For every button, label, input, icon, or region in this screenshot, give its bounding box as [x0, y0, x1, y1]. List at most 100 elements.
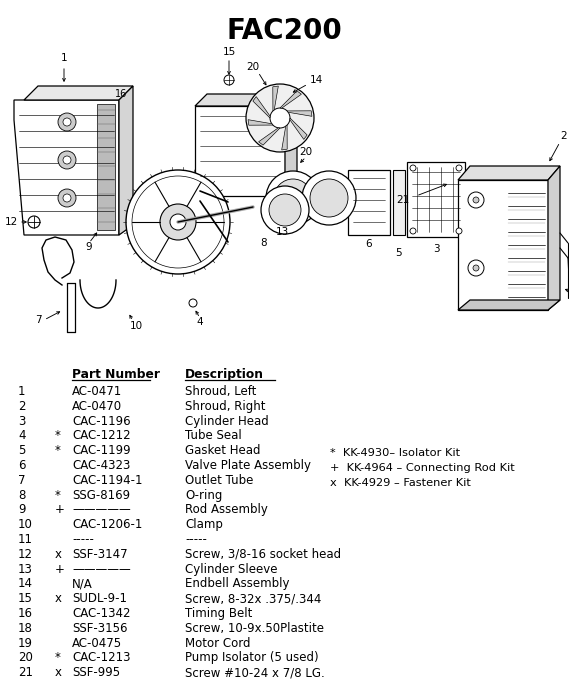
Circle shape [269, 194, 301, 226]
Circle shape [28, 216, 40, 228]
Text: 7: 7 [35, 315, 42, 325]
Polygon shape [24, 86, 133, 100]
Polygon shape [273, 86, 278, 111]
Text: *: * [55, 489, 61, 502]
Text: 21: 21 [18, 666, 33, 679]
Polygon shape [290, 118, 307, 139]
Text: 13: 13 [275, 227, 288, 237]
Text: Cylinder Sleeve: Cylinder Sleeve [185, 563, 278, 575]
Circle shape [58, 113, 76, 131]
Text: 7: 7 [18, 474, 26, 486]
Polygon shape [14, 100, 119, 235]
Bar [393, 170, 405, 235]
Text: 15: 15 [18, 592, 33, 605]
Text: 20: 20 [246, 62, 259, 72]
Text: AC-0475: AC-0475 [72, 636, 122, 650]
Circle shape [456, 165, 462, 171]
Text: 10: 10 [18, 518, 33, 531]
Text: x  KK-4929 – Fastener Kit: x KK-4929 – Fastener Kit [330, 478, 471, 488]
Text: 20: 20 [299, 147, 312, 157]
Text: 9: 9 [86, 242, 92, 252]
Text: 2: 2 [18, 400, 26, 413]
Circle shape [302, 171, 356, 225]
Text: *: * [55, 430, 61, 442]
Circle shape [132, 176, 224, 268]
Polygon shape [119, 86, 133, 235]
Polygon shape [287, 111, 312, 117]
Polygon shape [97, 104, 115, 230]
Text: +: + [55, 563, 65, 575]
Circle shape [160, 204, 196, 240]
Circle shape [63, 118, 71, 126]
Text: SSG-8169: SSG-8169 [72, 489, 130, 502]
Text: 11: 11 [18, 533, 33, 546]
Text: 4: 4 [197, 317, 203, 327]
Circle shape [456, 228, 462, 234]
Text: Screw, 8-32x .375/.344: Screw, 8-32x .375/.344 [185, 592, 321, 605]
Text: +: + [55, 503, 65, 516]
Text: 5: 5 [395, 248, 402, 258]
Text: 4: 4 [18, 430, 26, 442]
Text: 2: 2 [560, 131, 567, 141]
Text: 14: 14 [18, 577, 33, 591]
Text: Screw, 10-9x.50Plastite: Screw, 10-9x.50Plastite [185, 622, 324, 635]
Text: Part Number: Part Number [72, 368, 160, 381]
Text: *  KK-4930– Isolator Kit: * KK-4930– Isolator Kit [330, 448, 460, 458]
Bar [407, 162, 465, 237]
Text: Cylinder Head: Cylinder Head [185, 414, 269, 428]
Text: SUDL-9-1: SUDL-9-1 [72, 592, 127, 605]
Text: *: * [55, 652, 61, 664]
Text: x: x [55, 592, 62, 605]
Polygon shape [458, 166, 560, 180]
Text: 3: 3 [18, 414, 26, 428]
Text: Endbell Assembly: Endbell Assembly [185, 577, 290, 591]
Polygon shape [548, 166, 560, 310]
Polygon shape [458, 300, 560, 310]
Text: 18: 18 [18, 622, 33, 635]
Text: 3: 3 [432, 244, 439, 254]
Text: 5: 5 [18, 444, 26, 457]
Circle shape [126, 170, 230, 274]
Text: CAC-1212: CAC-1212 [72, 430, 131, 442]
Text: 12: 12 [18, 548, 33, 561]
Text: x: x [55, 666, 62, 679]
Circle shape [473, 197, 479, 203]
Polygon shape [285, 94, 297, 196]
Text: 6: 6 [18, 459, 26, 472]
Circle shape [266, 171, 320, 225]
Text: AC-0470: AC-0470 [72, 400, 122, 413]
Text: FAC200: FAC200 [226, 17, 343, 45]
Text: 16: 16 [115, 89, 127, 99]
Text: CAC-1196: CAC-1196 [72, 414, 131, 428]
Text: 21: 21 [397, 195, 410, 205]
Text: x: x [55, 548, 62, 561]
Text: CAC-1213: CAC-1213 [72, 652, 130, 664]
Text: 20: 20 [18, 652, 33, 664]
Circle shape [224, 75, 234, 85]
Circle shape [270, 108, 290, 128]
Text: N/A: N/A [72, 577, 93, 591]
Text: 8: 8 [261, 238, 267, 248]
Polygon shape [253, 96, 270, 118]
Text: Tube Seal: Tube Seal [185, 430, 242, 442]
Text: 13: 13 [18, 563, 33, 575]
Circle shape [58, 151, 76, 169]
Circle shape [170, 214, 186, 230]
Text: 16: 16 [18, 607, 33, 620]
Text: 12: 12 [5, 217, 18, 227]
Polygon shape [248, 119, 273, 125]
Text: 14: 14 [310, 75, 323, 85]
Text: Shroud, Right: Shroud, Right [185, 400, 266, 413]
Text: SSF-3156: SSF-3156 [72, 622, 127, 635]
Circle shape [274, 179, 312, 217]
Text: CAC-4323: CAC-4323 [72, 459, 130, 472]
Text: Shroud, Left: Shroud, Left [185, 385, 257, 398]
Text: CAC-1194-1: CAC-1194-1 [72, 474, 142, 486]
Text: 6: 6 [366, 239, 372, 249]
Polygon shape [195, 106, 285, 196]
Text: SSF-3147: SSF-3147 [72, 548, 127, 561]
Text: Description: Description [185, 368, 264, 381]
Text: Screw #10-24 x 7/8 LG.: Screw #10-24 x 7/8 LG. [185, 666, 325, 679]
Circle shape [410, 228, 416, 234]
Text: 15: 15 [222, 47, 236, 57]
